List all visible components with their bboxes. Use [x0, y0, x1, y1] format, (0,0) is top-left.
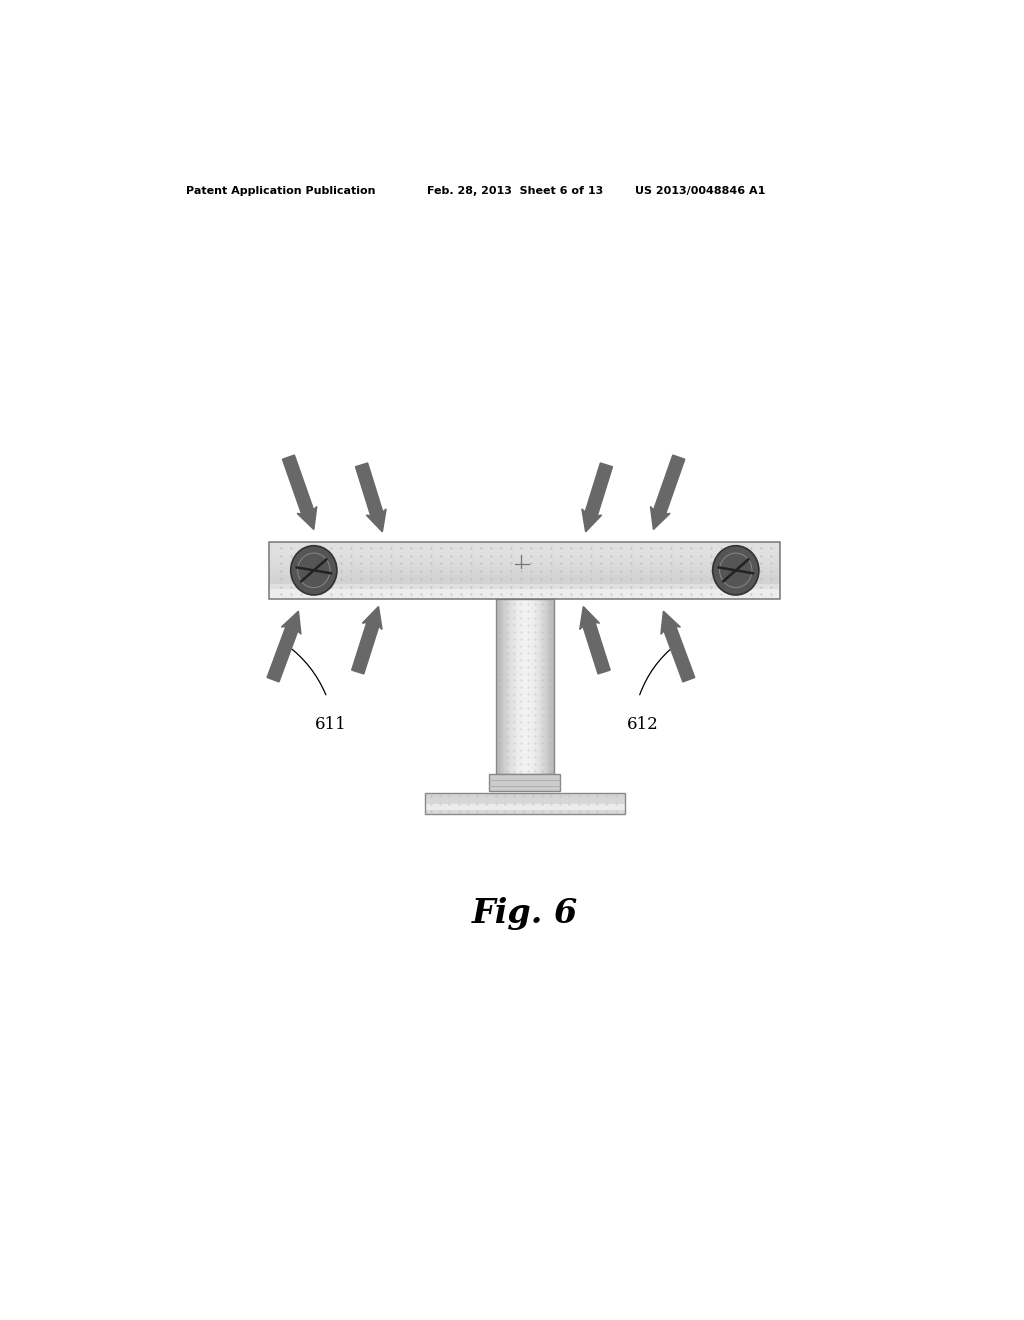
Bar: [512, 599, 513, 775]
FancyArrow shape: [351, 607, 382, 675]
Bar: [269, 558, 780, 561]
Bar: [269, 595, 780, 597]
Bar: [269, 561, 780, 562]
Bar: [541, 599, 543, 775]
Bar: [502, 599, 503, 775]
Bar: [269, 573, 780, 574]
FancyArrow shape: [650, 455, 685, 529]
Bar: [497, 599, 499, 775]
FancyArrow shape: [582, 463, 612, 532]
Bar: [546, 599, 547, 775]
Bar: [269, 566, 780, 569]
Bar: [536, 599, 537, 775]
Bar: [550, 599, 551, 775]
Bar: [269, 586, 780, 587]
Bar: [534, 599, 536, 775]
FancyArrow shape: [660, 611, 694, 682]
Bar: [489, 775, 560, 792]
Bar: [269, 593, 780, 595]
Bar: [540, 599, 541, 775]
Text: US 2013/0048846 A1: US 2013/0048846 A1: [635, 186, 765, 195]
Bar: [269, 597, 780, 599]
Bar: [269, 591, 780, 593]
Bar: [509, 599, 510, 775]
Bar: [269, 548, 780, 549]
FancyArrow shape: [355, 463, 386, 532]
Bar: [553, 599, 554, 775]
Bar: [269, 574, 780, 576]
Bar: [496, 599, 554, 775]
Text: Feb. 28, 2013  Sheet 6 of 13: Feb. 28, 2013 Sheet 6 of 13: [427, 186, 603, 195]
Text: Patent Application Publication: Patent Application Publication: [186, 186, 376, 195]
Bar: [269, 552, 780, 553]
Bar: [532, 599, 534, 775]
FancyArrow shape: [580, 607, 610, 675]
Bar: [517, 599, 519, 775]
Bar: [519, 599, 520, 775]
Bar: [543, 599, 544, 775]
Bar: [269, 589, 780, 591]
Bar: [496, 599, 497, 775]
Bar: [507, 599, 509, 775]
Ellipse shape: [291, 545, 337, 595]
Bar: [269, 549, 780, 552]
Bar: [269, 565, 780, 566]
Bar: [520, 599, 522, 775]
Bar: [516, 599, 517, 775]
Ellipse shape: [713, 545, 759, 595]
Bar: [269, 553, 780, 556]
Bar: [269, 562, 780, 565]
Bar: [269, 543, 780, 599]
Bar: [499, 599, 500, 775]
Bar: [269, 582, 780, 583]
Bar: [503, 599, 504, 775]
Bar: [425, 793, 625, 814]
Bar: [547, 599, 548, 775]
Bar: [269, 587, 780, 589]
Bar: [524, 599, 526, 775]
Bar: [269, 583, 780, 586]
Bar: [513, 599, 514, 775]
Bar: [269, 576, 780, 578]
Bar: [514, 599, 516, 775]
Bar: [506, 599, 507, 775]
Bar: [527, 599, 529, 775]
Bar: [500, 599, 502, 775]
Bar: [269, 570, 780, 573]
Bar: [269, 557, 780, 558]
FancyArrow shape: [267, 611, 301, 682]
Bar: [537, 599, 538, 775]
Text: 611: 611: [315, 715, 347, 733]
Text: 612: 612: [627, 715, 658, 733]
Bar: [538, 599, 540, 775]
Bar: [530, 599, 532, 775]
Bar: [523, 599, 524, 775]
Bar: [269, 556, 780, 557]
Bar: [548, 599, 550, 775]
Bar: [529, 599, 530, 775]
Bar: [551, 599, 553, 775]
Bar: [269, 569, 780, 570]
Bar: [522, 599, 523, 775]
Bar: [269, 578, 780, 579]
Bar: [504, 599, 506, 775]
Text: Fig. 6: Fig. 6: [472, 896, 578, 929]
Bar: [269, 543, 780, 544]
FancyArrow shape: [283, 455, 316, 529]
Bar: [269, 544, 780, 545]
Bar: [526, 599, 527, 775]
Bar: [544, 599, 546, 775]
Bar: [510, 599, 512, 775]
Bar: [269, 579, 780, 582]
Bar: [269, 545, 780, 548]
